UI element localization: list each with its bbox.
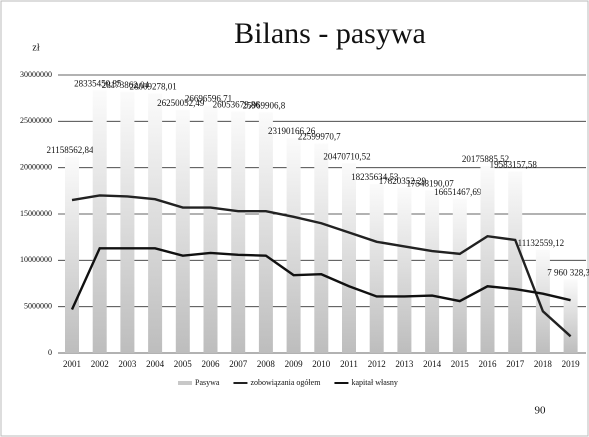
legend-swatch (178, 381, 192, 385)
bar (563, 279, 578, 353)
bar (148, 93, 163, 353)
data-label: 7 960 328,3 (547, 267, 589, 277)
x-tick-label: 2011 (340, 359, 358, 369)
x-tick-label: 2008 (257, 359, 276, 369)
x-tick-label: 2019 (562, 359, 581, 369)
data-label: 19583157,58 (490, 160, 538, 170)
bar (397, 187, 412, 353)
bar (314, 143, 329, 353)
bar (258, 112, 273, 354)
x-tick-label: 2017 (506, 359, 525, 369)
bar (203, 105, 218, 353)
data-label: 16651467,69 (434, 187, 482, 197)
x-tick-label: 2009 (285, 359, 304, 369)
legend-label: Pasywa (195, 378, 220, 387)
data-label: 26250052,49 (157, 98, 205, 108)
x-tick-label: 2016 (479, 359, 498, 369)
bar (535, 249, 550, 353)
data-label: 20470710,52 (323, 151, 370, 161)
y-tick-label: 20000000 (20, 162, 52, 171)
x-tick-label: 2004 (146, 359, 165, 369)
data-label: 18235634,53 (351, 172, 399, 182)
x-tick-label: 2010 (312, 359, 331, 369)
bar (508, 171, 523, 353)
data-label: 20175885,52 (462, 154, 509, 164)
bar (175, 109, 190, 353)
data-label: 21158562,84 (47, 145, 94, 155)
x-tick-label: 2015 (451, 359, 470, 369)
y-tick-label: 0 (48, 348, 52, 357)
y-tick-label: 15000000 (20, 209, 52, 218)
bar (231, 111, 246, 353)
x-tick-label: 2001 (63, 359, 81, 369)
legend-label: kapitał własny (351, 378, 397, 387)
x-tick-label: 2013 (395, 359, 414, 369)
line (70, 247, 571, 310)
bar (452, 198, 467, 353)
data-label: 28009278,01 (129, 82, 176, 92)
x-tick-label: 2002 (91, 359, 109, 369)
data-label: 17820352,29 (379, 176, 427, 186)
data-label: 17548190,07 (406, 178, 454, 188)
data-label: 26053679,86 (213, 100, 261, 110)
x-tick-label: 2012 (368, 359, 386, 369)
x-tick-label: 2005 (174, 359, 193, 369)
bar (369, 184, 384, 353)
chart-title: Bilans - pasywa (234, 17, 426, 50)
data-label: 28173862,04 (102, 80, 150, 90)
data-label: 23190166,26 (268, 126, 316, 136)
line (71, 194, 572, 338)
page-number: 90 (535, 405, 547, 417)
y-tick-label: 10000000 (20, 255, 52, 264)
y-tick-label: 25000000 (20, 116, 52, 125)
data-label: 11132559,12 (518, 238, 565, 248)
x-tick-label: 2018 (534, 359, 553, 369)
legend-label: zobowiązania ogółem (250, 378, 321, 387)
bar (480, 166, 495, 353)
bar (425, 190, 440, 353)
x-tick-label: 2007 (229, 359, 248, 369)
bar (286, 138, 301, 353)
data-label: 28335450,85 (74, 78, 122, 88)
bar (120, 91, 135, 353)
y-tick-label: 5000000 (24, 301, 52, 310)
data-label: 26696596,71 (185, 94, 232, 104)
x-tick-label: 2014 (423, 359, 442, 369)
data-label: 25969906,8 (243, 100, 286, 110)
data-label: 22599970,7 (298, 132, 341, 142)
x-tick-label: 2006 (202, 359, 221, 369)
y-tick-label: 30000000 (20, 70, 52, 79)
bar (65, 156, 79, 353)
bar (92, 90, 107, 354)
x-tick-label: 2003 (118, 359, 137, 369)
bar (342, 163, 356, 353)
y-axis-label: zł (32, 42, 39, 53)
